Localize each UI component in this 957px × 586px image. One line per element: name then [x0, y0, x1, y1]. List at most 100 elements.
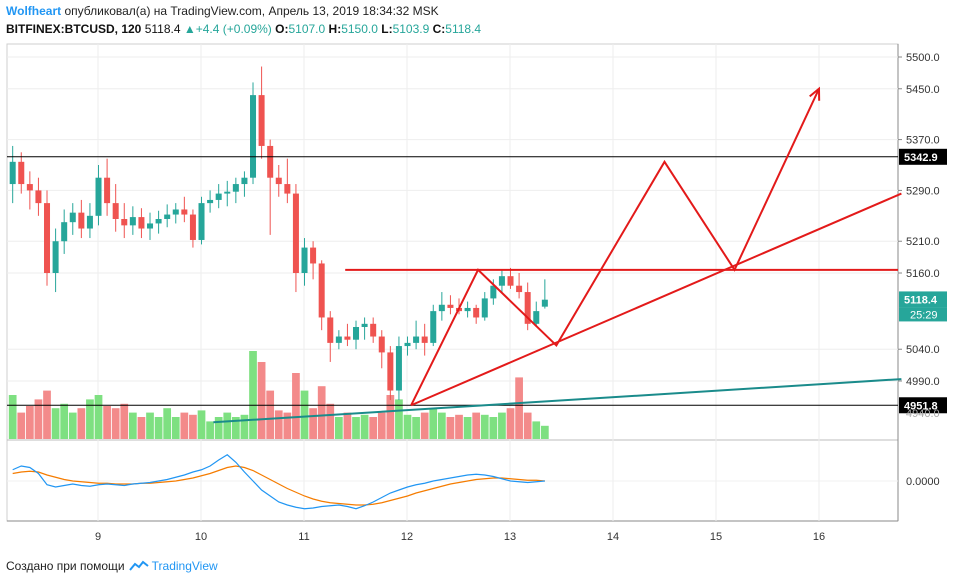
close-value: 5118.4 — [445, 22, 482, 36]
level-tag-bg — [899, 397, 947, 414]
candle — [35, 177, 42, 216]
tradingview-logo-icon — [128, 560, 149, 571]
candle — [207, 190, 214, 213]
grid — [7, 44, 898, 521]
volume-bar — [146, 412, 154, 439]
volume-bar — [334, 417, 343, 439]
volume-bars — [8, 351, 549, 439]
candle — [473, 304, 480, 324]
price-tick-label: 5160.0 — [906, 268, 940, 280]
candles — [9, 66, 548, 401]
candle-body — [232, 184, 239, 192]
candle-body — [370, 323, 377, 337]
candle — [181, 196, 188, 223]
candle — [129, 206, 136, 235]
candle — [189, 209, 196, 248]
candle — [395, 336, 402, 401]
candle — [533, 301, 540, 327]
volume-bar — [489, 417, 498, 439]
candle — [147, 212, 154, 240]
horizontal-levels: 5342.9 4951.8 — [7, 148, 947, 414]
volume-bar — [532, 421, 541, 439]
candle — [9, 145, 16, 204]
chart-header: Wolfheart опубликовал(а) на TradingView.… — [6, 4, 951, 38]
level-tag-bg — [899, 148, 947, 165]
price-tick-label: 5290.0 — [906, 185, 940, 197]
candle — [284, 158, 291, 204]
volume-bar — [326, 403, 335, 439]
time-tick-label: 16 — [813, 531, 825, 543]
price-tick-label: 5040.0 — [906, 344, 940, 356]
candle — [327, 311, 334, 362]
volume-bar — [386, 395, 395, 439]
candle-body — [378, 336, 385, 353]
candle — [86, 203, 93, 239]
candle — [387, 346, 394, 401]
candle — [447, 295, 454, 315]
candle-body — [344, 336, 351, 340]
open-value: 5107.0 — [288, 22, 326, 36]
volume-bar — [197, 410, 206, 439]
volume-bar — [480, 414, 489, 439]
candle — [121, 203, 128, 239]
volume-bar — [455, 414, 463, 439]
low-value: 5103.9 — [392, 22, 430, 36]
candle — [430, 304, 437, 347]
candle — [52, 228, 59, 293]
candle-body — [121, 219, 128, 226]
volume-bar — [412, 417, 420, 439]
candle-body — [404, 342, 411, 347]
candle — [421, 323, 428, 356]
tradingview-link[interactable]: TradingView — [128, 559, 218, 573]
candle — [464, 301, 471, 318]
candle — [95, 165, 102, 226]
candle-body — [147, 223, 154, 229]
candle — [524, 282, 531, 331]
w-pattern-path — [410, 88, 820, 406]
candle — [172, 203, 179, 224]
candle — [361, 317, 368, 340]
volume-bar — [515, 377, 523, 439]
candle-body — [250, 95, 257, 178]
volume-bar — [309, 408, 317, 439]
high-value: 5150.0 — [341, 22, 378, 36]
candle — [78, 199, 85, 239]
footer: Создано при помощи TradingView — [6, 559, 218, 573]
candle-body — [541, 299, 548, 307]
candle-body — [189, 214, 196, 240]
axes: 5500.0 5450.0 5370.0 5290.0 5210.0 5160.0 5040… — [95, 52, 947, 543]
volume-bar — [231, 417, 240, 439]
candle-body — [361, 323, 368, 327]
volume-bar — [214, 417, 223, 439]
time-tick-label: 10 — [195, 531, 207, 543]
volume-bar — [472, 412, 481, 439]
price-tick-label: 5450.0 — [906, 84, 940, 96]
macd-line — [12, 454, 545, 510]
candle-body — [318, 263, 325, 318]
candle-body — [207, 199, 214, 204]
candle-body — [447, 304, 454, 308]
candle-body — [215, 193, 222, 200]
candle — [258, 66, 265, 159]
candle — [275, 165, 282, 197]
candle — [215, 184, 222, 209]
candle-body — [395, 346, 402, 391]
tradingview-brand: TradingView — [151, 559, 218, 573]
candle-body — [61, 222, 68, 242]
volume-bar — [395, 399, 403, 439]
volume-bar — [163, 408, 172, 439]
candle — [18, 152, 25, 194]
candle — [378, 330, 385, 369]
candle-body — [387, 352, 394, 391]
candle-body — [413, 336, 420, 343]
volume-bar — [86, 399, 94, 439]
macd-signal-line — [12, 465, 545, 506]
price-tick-label: 5500.0 — [906, 52, 940, 64]
author-name[interactable]: Wolfheart — [6, 4, 62, 18]
volume-bar — [111, 408, 120, 439]
teal-trendline — [213, 378, 902, 424]
open-label: O: — [275, 22, 289, 36]
candle-body — [258, 95, 265, 146]
candle — [292, 184, 299, 293]
